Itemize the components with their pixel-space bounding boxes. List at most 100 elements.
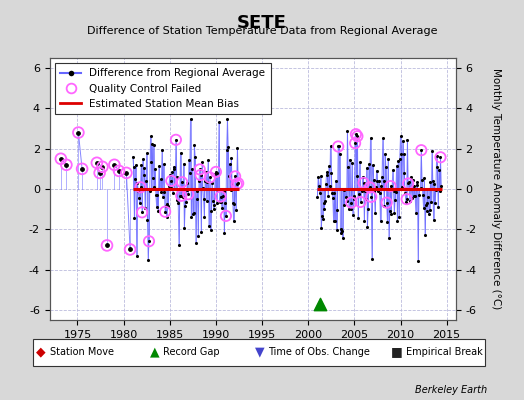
Point bbox=[368, 256, 376, 262]
Point bbox=[213, 170, 222, 176]
Point bbox=[324, 192, 332, 199]
Point bbox=[165, 183, 173, 190]
Point bbox=[358, 173, 367, 180]
Point bbox=[352, 131, 360, 137]
Point bbox=[78, 166, 86, 172]
Point bbox=[179, 160, 188, 167]
Point bbox=[322, 169, 331, 176]
Point bbox=[162, 203, 170, 209]
Text: ■: ■ bbox=[391, 346, 403, 358]
Point bbox=[432, 187, 440, 194]
Point bbox=[405, 179, 413, 186]
Point bbox=[356, 159, 364, 165]
Point bbox=[93, 160, 101, 166]
Point bbox=[225, 172, 233, 179]
Point bbox=[172, 137, 180, 143]
Point bbox=[126, 246, 134, 253]
Point bbox=[155, 163, 163, 169]
Point bbox=[191, 154, 199, 160]
Point bbox=[195, 166, 204, 173]
Point bbox=[145, 238, 153, 244]
Point bbox=[406, 174, 414, 180]
Point bbox=[215, 199, 224, 205]
Point bbox=[205, 174, 214, 181]
Point bbox=[434, 204, 442, 210]
Point bbox=[412, 210, 420, 216]
Point bbox=[129, 164, 138, 170]
Point bbox=[184, 191, 192, 198]
Point bbox=[384, 155, 392, 162]
Point bbox=[187, 214, 195, 220]
Point bbox=[103, 242, 111, 249]
Point bbox=[363, 224, 372, 230]
Point bbox=[345, 156, 354, 163]
Point bbox=[227, 154, 235, 161]
Point bbox=[57, 156, 65, 162]
Point bbox=[367, 194, 376, 200]
Point bbox=[138, 209, 146, 216]
Point bbox=[395, 214, 403, 220]
Point bbox=[126, 246, 134, 253]
Point bbox=[200, 214, 209, 220]
Point bbox=[381, 164, 390, 170]
Point bbox=[409, 177, 417, 183]
Point bbox=[148, 140, 156, 147]
Point bbox=[417, 147, 425, 153]
Point bbox=[350, 196, 358, 202]
Point bbox=[313, 193, 322, 200]
Point bbox=[432, 152, 441, 159]
Point bbox=[199, 185, 207, 191]
Point bbox=[152, 204, 161, 210]
Point bbox=[320, 205, 329, 212]
Point bbox=[383, 200, 391, 206]
Point bbox=[425, 207, 434, 214]
Point bbox=[416, 185, 424, 192]
Point bbox=[164, 203, 172, 209]
Point bbox=[166, 172, 174, 178]
Point bbox=[422, 202, 430, 208]
Point bbox=[185, 170, 194, 176]
Point bbox=[141, 178, 150, 184]
Point bbox=[401, 190, 409, 196]
Point bbox=[78, 166, 86, 172]
Point bbox=[157, 189, 166, 195]
Point bbox=[408, 195, 416, 202]
Point bbox=[353, 172, 361, 179]
Point bbox=[136, 184, 145, 190]
Point bbox=[322, 181, 330, 188]
Point bbox=[158, 147, 166, 153]
Text: Difference of Station Temperature Data from Regional Average: Difference of Station Temperature Data f… bbox=[87, 26, 437, 36]
Point bbox=[392, 188, 400, 195]
Point bbox=[385, 235, 393, 241]
Point bbox=[147, 159, 156, 165]
Point bbox=[216, 193, 225, 200]
Point bbox=[226, 187, 235, 193]
Point bbox=[200, 196, 208, 202]
Point bbox=[172, 174, 181, 180]
Point bbox=[173, 197, 182, 204]
Point bbox=[389, 188, 398, 194]
Point bbox=[317, 224, 325, 231]
Point bbox=[150, 184, 159, 190]
Point bbox=[231, 173, 239, 180]
Point bbox=[185, 157, 193, 163]
Point bbox=[159, 194, 167, 200]
Point bbox=[393, 218, 401, 224]
Point bbox=[435, 188, 444, 194]
Point bbox=[411, 192, 419, 199]
Point bbox=[187, 116, 195, 122]
Point bbox=[167, 178, 176, 184]
Y-axis label: Monthly Temperature Anomaly Difference (°C): Monthly Temperature Anomaly Difference (… bbox=[490, 68, 500, 310]
Point bbox=[378, 174, 386, 180]
Point bbox=[151, 166, 159, 172]
Point bbox=[343, 128, 352, 134]
Point bbox=[433, 164, 442, 170]
Point bbox=[228, 200, 237, 206]
Point bbox=[325, 183, 334, 189]
Point bbox=[421, 232, 429, 238]
Point bbox=[347, 199, 355, 206]
Point bbox=[131, 176, 139, 182]
Point bbox=[223, 116, 232, 122]
Point bbox=[177, 150, 185, 156]
Point bbox=[367, 194, 376, 200]
